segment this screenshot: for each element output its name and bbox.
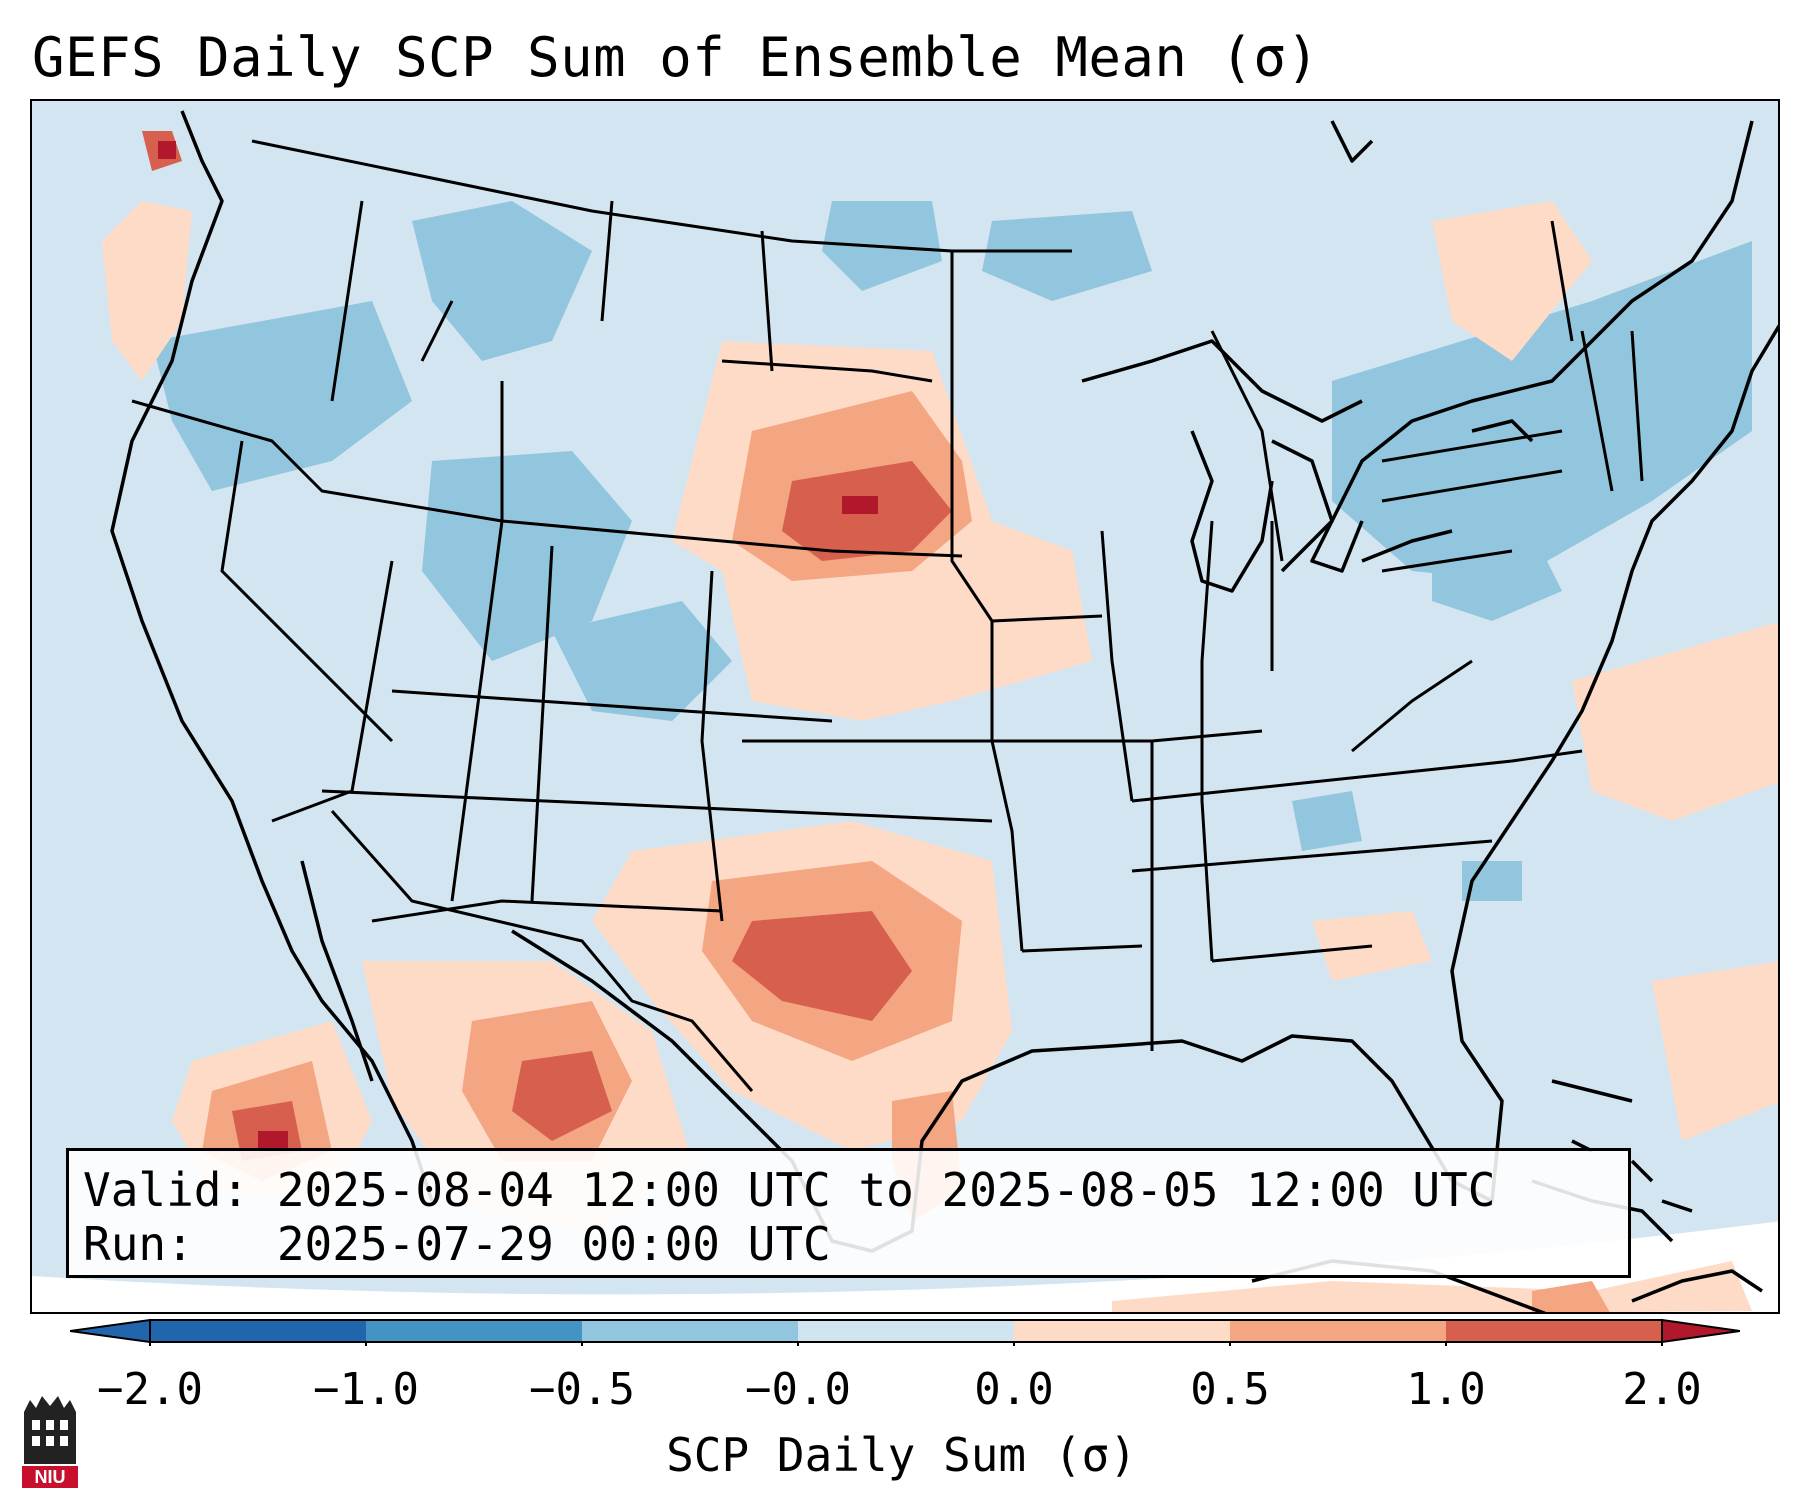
max-anomaly-areas bbox=[158, 141, 878, 1151]
colorbar-tick-label: 2.0 bbox=[1622, 1364, 1702, 1415]
colorbar-bin bbox=[582, 1320, 798, 1342]
map-canvas bbox=[32, 101, 1778, 1312]
colorbar-tick-label: 0.0 bbox=[974, 1364, 1054, 1415]
niu-logo: NIU bbox=[22, 1396, 78, 1488]
colorbar-tick-label: 1.0 bbox=[1406, 1364, 1486, 1415]
colorbar-tick-label: −1.0 bbox=[313, 1364, 419, 1415]
chart-title: GEFS Daily SCP Sum of Ensemble Mean (σ) bbox=[32, 26, 1320, 89]
colorbar-tick-label: 0.5 bbox=[1190, 1364, 1270, 1415]
colorbar-tick-label: −2.0 bbox=[97, 1364, 203, 1415]
state-boundaries bbox=[131, 139, 1644, 1092]
map-panel bbox=[30, 99, 1780, 1314]
colorbar-bin bbox=[1446, 1320, 1662, 1342]
run-time-line: Run: 2025-07-29 00:00 UTC bbox=[83, 1217, 831, 1271]
colorbar-bin bbox=[1230, 1320, 1446, 1342]
colorbar-bin bbox=[366, 1320, 582, 1342]
colorbar bbox=[70, 1318, 1740, 1346]
valid-time-line: Valid: 2025-08-04 12:00 UTC to 2025-08-0… bbox=[83, 1163, 1496, 1217]
colorbar-label: SCP Daily Sum (σ) bbox=[666, 1428, 1137, 1482]
colorbar-over-arrow bbox=[1661, 1318, 1740, 1344]
validity-info-box: Valid: 2025-08-04 12:00 UTC to 2025-08-0… bbox=[66, 1148, 1631, 1278]
colorbar-tick-label: −0.0 bbox=[745, 1364, 851, 1415]
colorbar-under-arrow bbox=[70, 1318, 151, 1344]
colorbar-tick-label: −0.5 bbox=[529, 1364, 635, 1415]
logo-text: NIU bbox=[35, 1467, 66, 1487]
colorbar-bin bbox=[798, 1320, 1014, 1342]
colorbar-bin bbox=[1014, 1320, 1230, 1342]
colorbar-bin bbox=[150, 1320, 366, 1342]
